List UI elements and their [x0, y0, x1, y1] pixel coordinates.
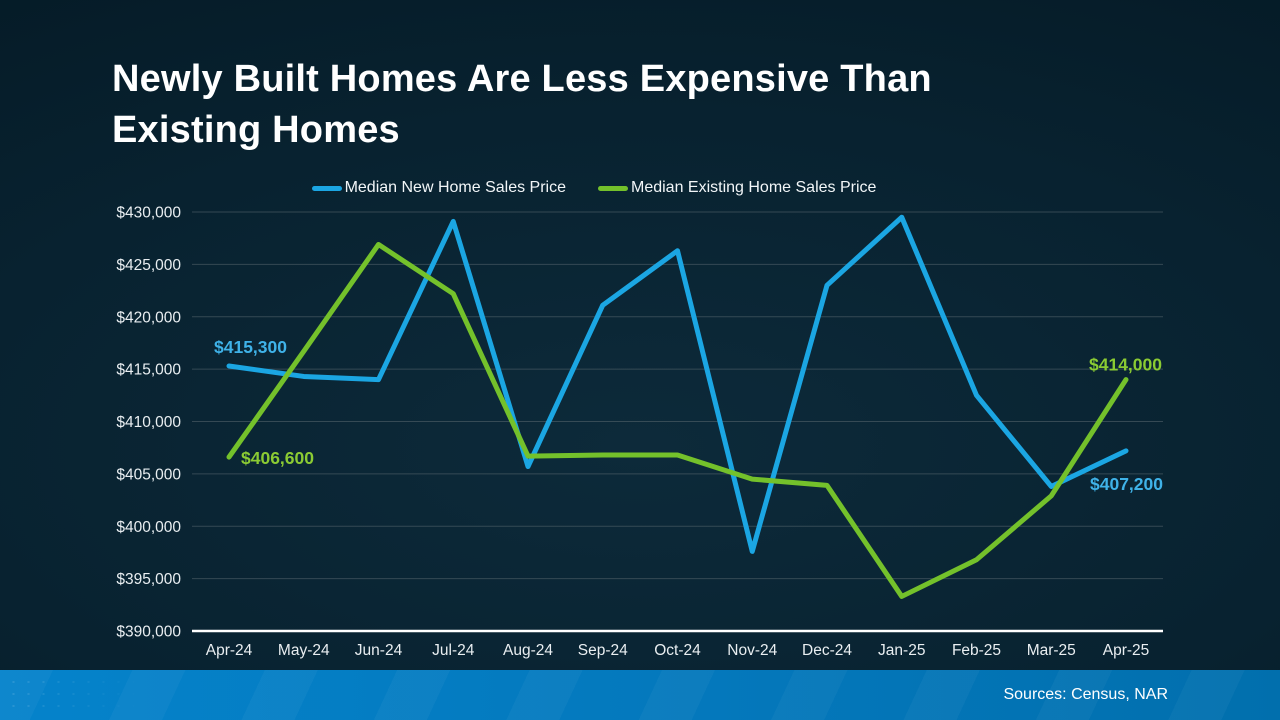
y-tick-label: $430,000 — [116, 205, 181, 222]
data-label-existing-home: $406,600 — [241, 448, 314, 468]
line-new-home — [226, 214, 1129, 554]
line-existing-home — [226, 241, 1129, 599]
x-tick-label-mar-25: Mar-25 — [1027, 642, 1076, 659]
y-tick-label: $415,000 — [116, 362, 181, 379]
legend-swatch-new-home-icon — [311, 185, 342, 191]
data-label-new-home: $407,200 — [1090, 474, 1163, 494]
x-tick-label-apr-25: Apr-25 — [1103, 642, 1150, 659]
x-tick-label-sep-24: Sep-24 — [578, 642, 628, 659]
title-line-1: Newly Built Homes Are Less Expensive Tha… — [112, 58, 932, 100]
chart-legend: Median New Home Sales Price Median Exist… — [0, 177, 1234, 199]
y-tick-label: $395,000 — [116, 571, 181, 588]
x-tick-label-jul-24: Jul-24 — [432, 642, 475, 659]
sources-text: Sources: Census, NAR — [1003, 686, 1168, 703]
footer-bar: Sources: Census, NAR — [0, 670, 1280, 720]
legend-item-new-home: Median New Home Sales Price — [311, 179, 566, 197]
y-tick-label: $410,000 — [116, 414, 181, 431]
legend-label-new-home: Median New Home Sales Price — [344, 179, 566, 196]
x-tick-label-jan-25: Jan-25 — [878, 642, 925, 659]
y-tick-label: $425,000 — [116, 257, 181, 274]
y-tick-label: $400,000 — [116, 519, 181, 536]
legend-swatch-existing-home-icon — [597, 185, 628, 191]
x-tick-label-aug-24: Aug-24 — [503, 642, 553, 659]
y-tick-label: $420,000 — [116, 309, 181, 326]
x-tick-label-feb-25: Feb-25 — [952, 642, 1001, 659]
legend-item-existing-home: Median Existing Home Sales Price — [597, 179, 877, 197]
data-label-existing-home: $414,000 — [1089, 355, 1162, 375]
x-tick-label-nov-24: Nov-24 — [727, 642, 777, 659]
legend-label-existing-home: Median Existing Home Sales Price — [630, 179, 877, 196]
y-tick-label: $390,000 — [116, 624, 181, 641]
y-tick-label: $405,000 — [116, 466, 181, 483]
x-tick-label-jun-24: Jun-24 — [355, 642, 403, 659]
x-tick-label-may-24: May-24 — [278, 642, 330, 659]
data-label-new-home: $415,300 — [214, 337, 287, 357]
page-title: Newly Built Homes Are Less Expensive Tha… — [112, 54, 932, 156]
x-tick-label-oct-24: Oct-24 — [654, 642, 701, 659]
x-tick-label-dec-24: Dec-24 — [802, 642, 852, 659]
title-line-2: Existing Homes — [112, 109, 400, 151]
x-tick-label-apr-24: Apr-24 — [206, 642, 253, 659]
